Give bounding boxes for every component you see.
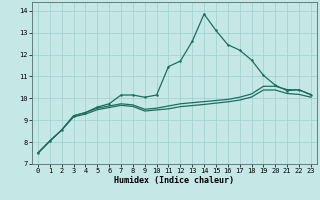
X-axis label: Humidex (Indice chaleur): Humidex (Indice chaleur) — [115, 176, 234, 185]
